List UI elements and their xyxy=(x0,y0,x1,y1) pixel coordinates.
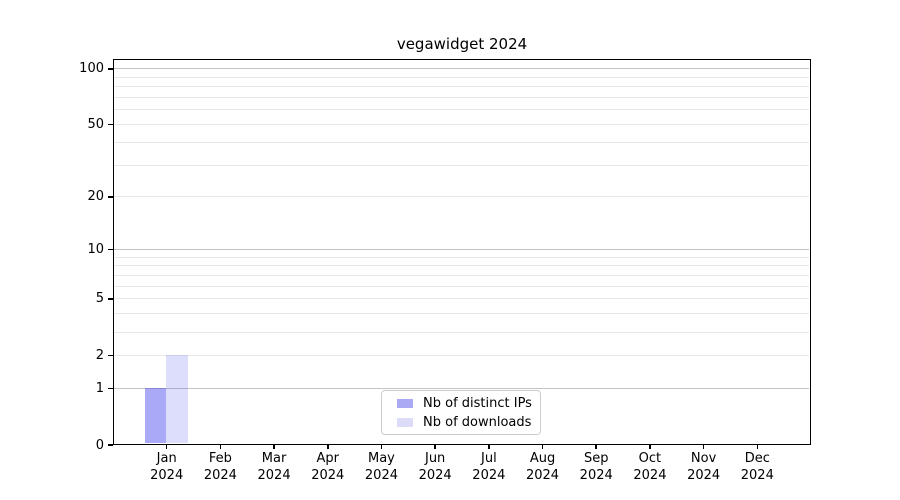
x-tick xyxy=(165,445,168,449)
y-tick-label: 50 xyxy=(87,117,104,133)
x-tick-label: May 2024 xyxy=(364,451,398,483)
bar-nb-of-distinct-ips xyxy=(144,388,167,443)
y-tick xyxy=(108,196,113,198)
y-tick xyxy=(108,444,113,446)
gridline-minor xyxy=(114,265,809,267)
gridline-minor xyxy=(114,86,809,88)
y-tick-label: 10 xyxy=(87,242,104,258)
x-tick-label: Jan 2024 xyxy=(150,451,184,483)
chart-title: vegawidget 2024 xyxy=(396,35,528,53)
x-tick-label: Feb 2024 xyxy=(203,451,237,483)
x-tick xyxy=(649,445,651,449)
gridline-minor xyxy=(114,164,809,166)
gridline-minor xyxy=(114,331,809,333)
x-tick xyxy=(327,445,329,449)
plot-area: Nb of distinct IPs Nb of downloads xyxy=(113,59,811,445)
x-tick xyxy=(756,445,759,449)
legend-item: Nb of downloads xyxy=(397,414,532,430)
x-tick-label: Nov 2024 xyxy=(687,451,721,483)
y-tick-label: 0 xyxy=(95,437,104,453)
x-tick-label: Aug 2024 xyxy=(525,451,560,483)
y-tick-label: 20 xyxy=(87,189,104,205)
y-tick xyxy=(108,298,113,300)
gridline-minor xyxy=(114,285,809,287)
y-tick-label: 100 xyxy=(79,61,104,77)
legend-item: Nb of distinct IPs xyxy=(397,395,532,411)
x-tick xyxy=(702,445,705,449)
x-tick-label: Mar 2024 xyxy=(257,451,291,483)
y-tick xyxy=(108,123,113,126)
y-tick-label: 2 xyxy=(95,347,104,363)
gridline-minor xyxy=(114,354,809,356)
gridline-minor xyxy=(114,141,809,143)
x-tick-label: Jul 2024 xyxy=(472,451,506,483)
x-tick xyxy=(219,445,222,449)
gridline-minor xyxy=(114,275,809,277)
gridline-minor xyxy=(114,109,809,111)
y-tick xyxy=(108,354,113,357)
gridline-minor xyxy=(114,124,809,126)
x-tick xyxy=(434,445,436,449)
gridline-minor xyxy=(114,298,809,300)
bar-nb-of-downloads xyxy=(166,354,188,443)
gridline-minor xyxy=(114,256,809,258)
x-tick-label: Sep 2024 xyxy=(579,451,613,483)
x-tick-label: Oct 2024 xyxy=(633,451,667,483)
gridline-major xyxy=(114,249,809,251)
gridline-minor xyxy=(114,97,809,99)
y-tick xyxy=(108,68,113,70)
y-tick xyxy=(108,387,113,390)
x-tick xyxy=(595,445,597,449)
legend-label: Nb of downloads xyxy=(423,414,532,430)
x-tick xyxy=(541,445,544,449)
x-tick xyxy=(380,445,383,449)
y-tick-label: 5 xyxy=(95,291,104,307)
gridline-minor xyxy=(114,196,809,198)
gridline-major xyxy=(114,68,809,70)
x-tick-label: Dec 2024 xyxy=(740,451,774,483)
legend-swatch xyxy=(397,398,413,408)
x-tick xyxy=(488,445,490,449)
legend: Nb of distinct IPs Nb of downloads xyxy=(381,390,541,435)
x-tick-label: Apr 2024 xyxy=(311,451,345,483)
gridline-minor xyxy=(114,313,809,315)
legend-label: Nb of distinct IPs xyxy=(423,395,532,411)
gridline-major xyxy=(114,388,809,389)
y-tick xyxy=(108,248,113,251)
x-tick xyxy=(273,445,275,449)
legend-swatch xyxy=(397,417,413,427)
y-tick-label: 1 xyxy=(95,381,104,396)
gridline-minor xyxy=(114,76,809,78)
x-tick-label: Jun 2024 xyxy=(418,451,452,483)
